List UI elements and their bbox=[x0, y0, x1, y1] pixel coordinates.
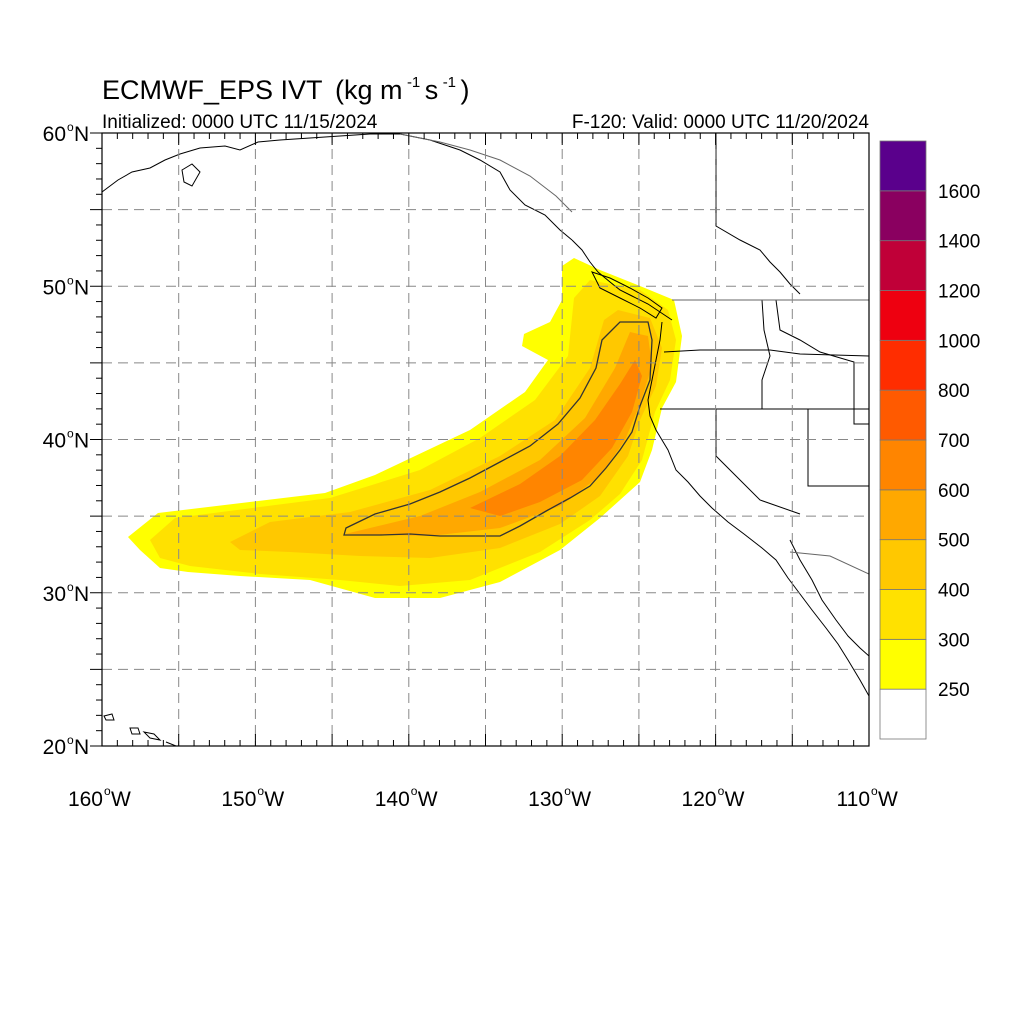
lat-hemisphere: N bbox=[74, 276, 89, 299]
colorbar-box bbox=[879, 638, 927, 690]
init-time-label: Initialized: 0000 UTC 11/15/2024 bbox=[102, 112, 378, 133]
lat-hemisphere: N bbox=[74, 736, 89, 759]
lon-hemisphere: W bbox=[878, 788, 898, 811]
lon-hemisphere: W bbox=[418, 788, 438, 811]
colorbar-box bbox=[879, 589, 927, 640]
lon-label: 120 bbox=[682, 788, 717, 811]
latitude-labels: 60 o N50 o N40 o N30 o N20 o N bbox=[43, 120, 90, 759]
longitude-labels: 160 o W 150 o W 140 o W 130 o W 120 o W 110 o W bbox=[68, 784, 898, 811]
colorbar-box bbox=[879, 290, 927, 341]
colorbar-label: 600 bbox=[938, 481, 970, 502]
ivt-region-500 bbox=[345, 332, 652, 536]
degree-symbol: o bbox=[67, 733, 74, 747]
lon-label: 130 bbox=[528, 788, 563, 811]
state-border-ca-nv bbox=[715, 409, 801, 515]
alaska-panhandle-border bbox=[399, 133, 573, 213]
colorbar-box bbox=[879, 489, 927, 541]
gridlines bbox=[102, 133, 869, 746]
degree-symbol: o bbox=[67, 427, 74, 441]
lon-label: 150 bbox=[221, 788, 256, 811]
state-border-nv-ut bbox=[807, 409, 869, 487]
ivt-contour-500 bbox=[343, 321, 653, 537]
colorbar-label: 700 bbox=[938, 431, 970, 452]
lat-label: 30 bbox=[43, 583, 66, 606]
lon-hemisphere: W bbox=[725, 788, 745, 811]
colorbar-label: 1200 bbox=[938, 282, 980, 303]
lat-hemisphere: N bbox=[74, 123, 89, 146]
colorbar-box bbox=[879, 389, 927, 441]
lat-label: 40 bbox=[43, 430, 66, 453]
axis-ticks bbox=[90, 132, 870, 747]
degree-symbol: o bbox=[257, 784, 264, 798]
degree-symbol: o bbox=[104, 784, 111, 798]
degree-symbol: o bbox=[67, 580, 74, 594]
state-border-id bbox=[761, 299, 771, 409]
colorbar-label: 300 bbox=[938, 630, 970, 651]
colorbar-label: 1400 bbox=[938, 232, 980, 253]
lon-label: 140 bbox=[375, 788, 410, 811]
colorbar-label: 1000 bbox=[938, 331, 980, 352]
us-mexico-border bbox=[789, 551, 869, 575]
lat-label: 20 bbox=[43, 736, 66, 759]
bc-inland-border bbox=[715, 133, 801, 295]
lat-label: 60 bbox=[43, 123, 66, 146]
kodiak-island bbox=[181, 163, 201, 187]
ivt-shading bbox=[128, 258, 682, 598]
lat-hemisphere: N bbox=[74, 430, 89, 453]
lon-hemisphere: W bbox=[264, 788, 284, 811]
ivt-region-600 bbox=[470, 360, 642, 516]
lon-label: 110 bbox=[837, 788, 870, 811]
colorbar-box bbox=[879, 190, 927, 242]
colorbar-box bbox=[879, 688, 927, 740]
lat-label: 50 bbox=[43, 276, 66, 299]
lat-hemisphere: N bbox=[74, 583, 89, 606]
colorbar-label: 800 bbox=[938, 381, 970, 402]
colorbar-box bbox=[879, 539, 927, 590]
colorbar-box bbox=[879, 339, 927, 391]
degree-symbol: o bbox=[564, 784, 571, 798]
degree-symbol: o bbox=[67, 120, 74, 134]
colorbar-box bbox=[879, 240, 927, 291]
vancouver-island bbox=[591, 271, 663, 319]
colorbar: 250 300 400 500 600 700 800 1000 1200 1400 1600 bbox=[879, 140, 980, 740]
colorbar-label: 250 bbox=[938, 680, 970, 701]
degree-symbol: o bbox=[411, 784, 418, 798]
degree-symbol: o bbox=[871, 784, 878, 798]
us-west-coast bbox=[647, 321, 869, 697]
colorbar-label: 400 bbox=[938, 581, 970, 602]
alaska-coast bbox=[102, 133, 573, 241]
figure-title: ECMWF_EPS IVT (kg m -1 s -1 ) bbox=[102, 74, 469, 105]
baja-gulf bbox=[789, 539, 869, 657]
state-border-wa-or bbox=[663, 349, 869, 357]
degree-symbol: o bbox=[718, 784, 725, 798]
lon-label: 160 bbox=[68, 788, 103, 811]
degree-symbol: o bbox=[67, 273, 74, 287]
valid-time-label: F-120: Valid: 0000 UTC 11/20/2024 bbox=[572, 112, 870, 133]
lon-hemisphere: W bbox=[111, 788, 131, 811]
colorbar-box bbox=[879, 439, 927, 491]
colorbar-label: 1600 bbox=[938, 182, 980, 203]
coastlines-and-borders bbox=[102, 133, 869, 746]
lon-hemisphere: W bbox=[571, 788, 591, 811]
state-border-mt bbox=[775, 299, 869, 425]
colorbar-box bbox=[879, 140, 927, 192]
colorbar-label: 500 bbox=[938, 531, 970, 552]
hawaii-islands bbox=[103, 713, 177, 746]
